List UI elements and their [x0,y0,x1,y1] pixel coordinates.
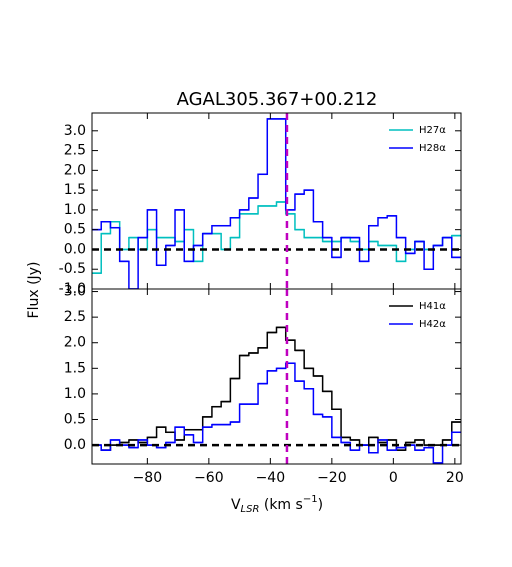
x-tick-label: −80 [133,470,163,486]
legend-label: H41α [419,301,446,312]
chart-title: AGAL305.367+00.212 [177,89,378,110]
y-tick-label: 0.5 [64,222,86,238]
y-tick-label: 3.0 [64,284,86,300]
x-tick-label: −40 [256,470,286,486]
x-tick-label: 20 [446,470,464,486]
step-outline [92,362,461,464]
legend-label: H28α [419,143,446,154]
y-tick-label: -0.5 [59,261,86,277]
y-tick-label: -1.0 [59,281,86,297]
step-outline [92,326,461,451]
y-tick-label: 1.0 [64,202,86,218]
step-outline [92,118,461,289]
legend-label: H42α [419,319,446,330]
y-tick-label: 1.5 [64,182,86,198]
y-tick-label: 0.0 [64,241,86,257]
y-tick-label: 2.5 [64,143,86,159]
axes-frame [91,112,462,290]
y-tick-label: 2.5 [64,309,86,325]
y-tick-label: 1.5 [64,360,86,376]
y-tick-label: 0.0 [64,437,86,453]
y-tick-label: 1.0 [64,386,86,402]
y-tick-label: 2.0 [64,335,86,351]
y-axis-label: Flux (Jy) [26,262,42,319]
legend-label: H27α [419,125,446,136]
x-tick-label: −60 [194,470,224,486]
x-tick-label: −20 [317,470,347,486]
x-axis-label: VLSR (km s−1) [231,494,323,515]
y-tick-label: 3.0 [64,123,86,139]
y-tick-label: 2.0 [64,162,86,178]
x-tick-label: 0 [389,470,398,486]
y-tick-label: 0.5 [64,411,86,427]
axes-frame [91,288,462,465]
